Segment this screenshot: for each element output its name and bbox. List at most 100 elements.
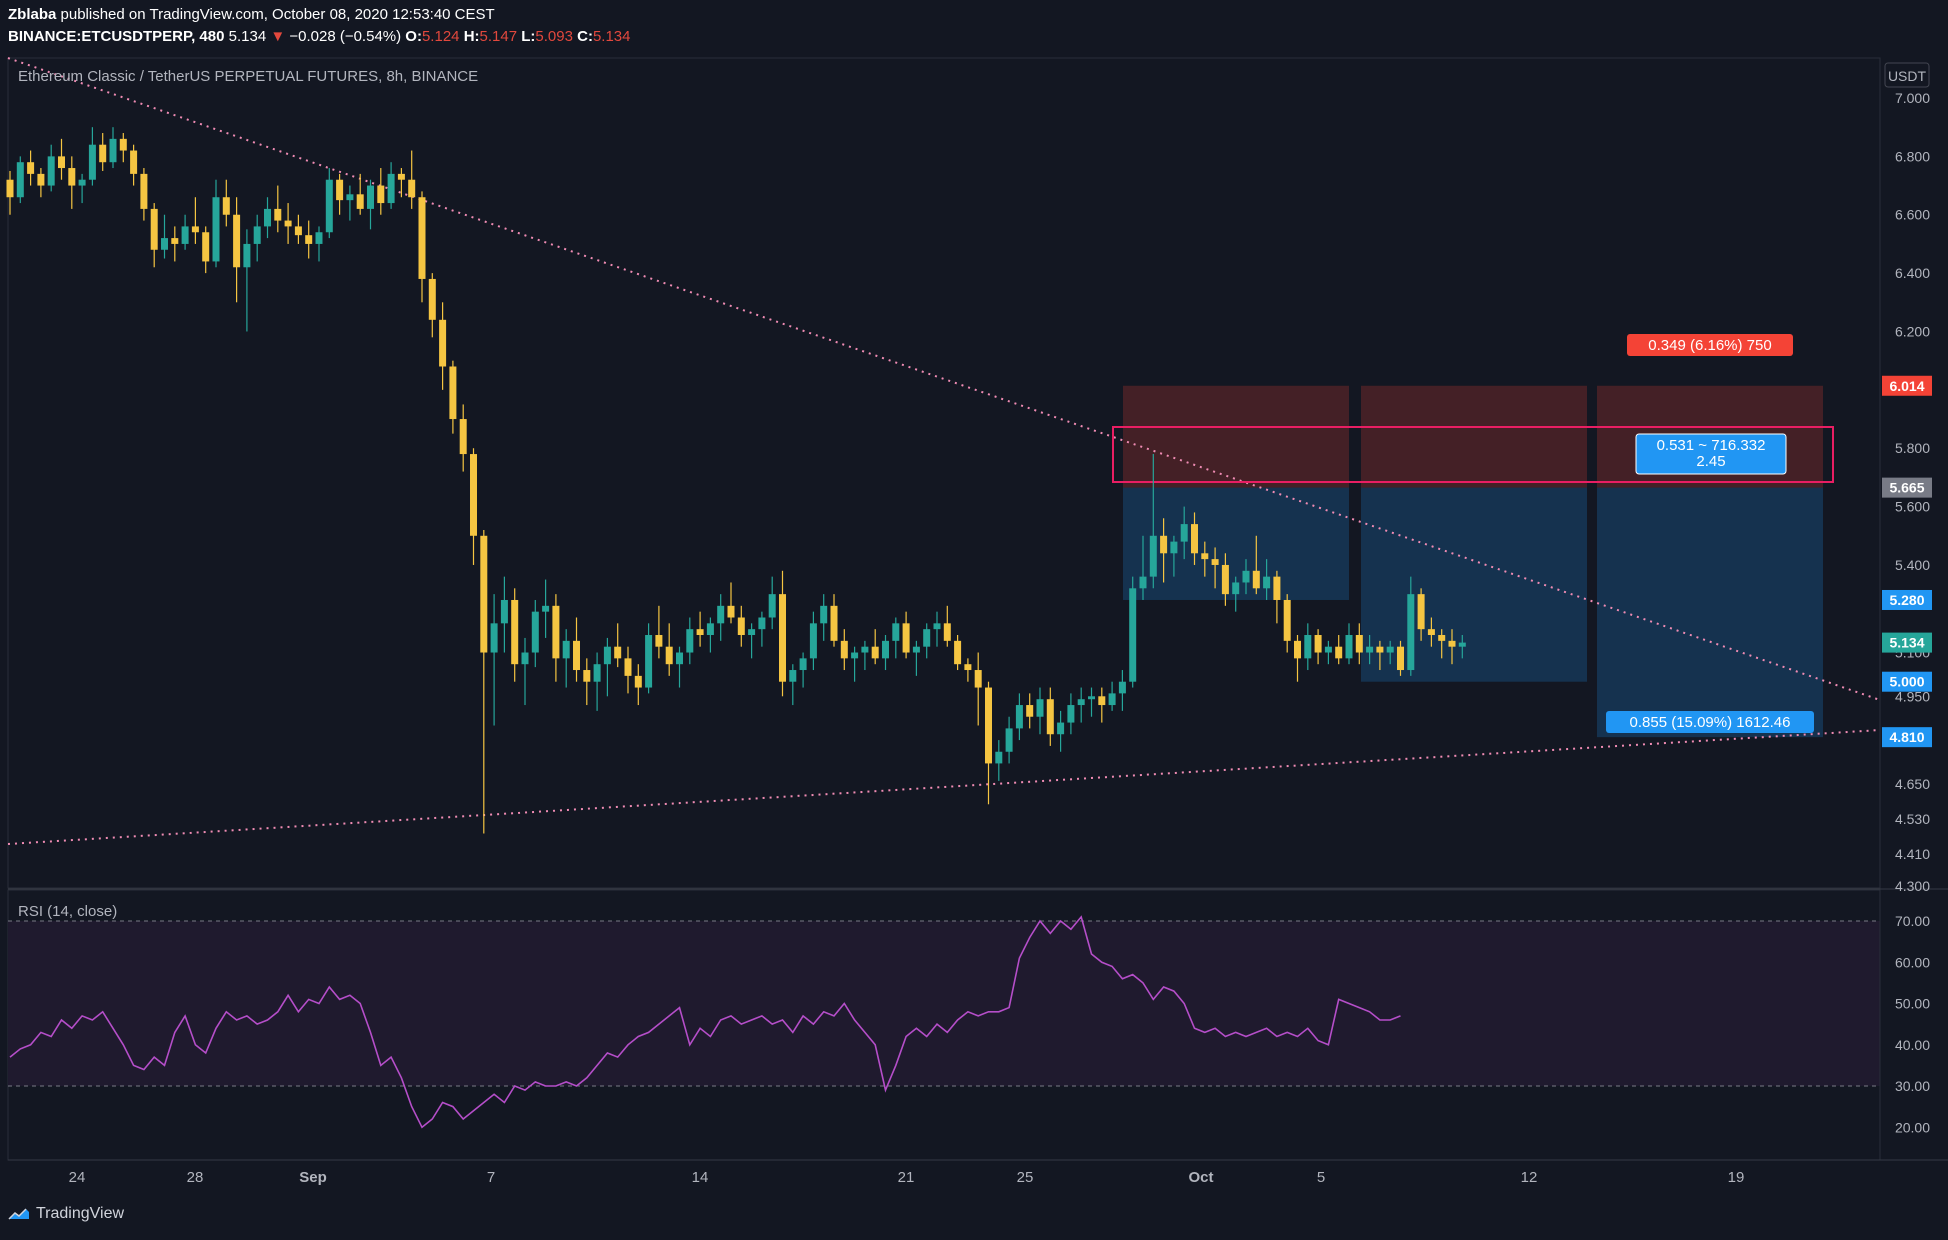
descending-trend-line[interactable] [7,57,1881,701]
candle-body [531,611,539,653]
price-change: −0.028 (−0.54%) [289,28,402,45]
axis-price-label-bg [1882,589,1932,610]
candle [1221,553,1229,606]
stop-zone [1123,385,1349,488]
symbol-resolution[interactable]: BINANCE:ETCUSDTPERP, 480 [8,28,225,45]
candle-body [191,226,199,233]
target-zone [1597,487,1823,738]
ascending-trend-line[interactable] [7,729,1881,845]
candle [882,635,889,671]
candle-body [943,623,951,641]
time-tick: 7 [487,1169,495,1186]
candle [367,179,374,230]
candle-body [809,623,817,659]
change-arrow-icon: ▼ [270,28,286,45]
candle [1036,687,1044,735]
currency-box[interactable] [1884,62,1930,88]
low-value: 5.093 [535,28,573,45]
candle-body [1180,524,1188,542]
candle-body [892,623,900,641]
candle-body [346,194,354,201]
candle [943,605,951,647]
price-tick: 5.600 [1895,499,1930,515]
candle [861,640,869,671]
target-zone [1361,487,1587,682]
price-tick: 5.400 [1895,557,1930,573]
candle [1160,518,1168,583]
candle-body [583,670,591,682]
candle [1448,629,1456,665]
footer-brand[interactable]: TradingView [36,1205,125,1222]
axis-price-label-text: 5.665 [1889,480,1924,496]
candle-body [737,617,745,636]
rsi-line [9,915,1401,1129]
candle [603,637,611,697]
candle-body [428,278,436,320]
candle [1283,594,1291,653]
axis-price-label-text: 6.014 [1889,378,1924,394]
candle [202,226,210,274]
publish-line: Zblaba published on TradingView.com, Oct… [8,6,495,23]
candle [933,611,941,647]
candle-body [305,235,313,244]
candle [397,168,405,198]
rsi-tick: 70.00 [1895,913,1930,929]
author-name[interactable]: Zblaba [8,6,57,23]
candle-body [1427,629,1435,636]
candle-body [439,319,447,367]
candle-body [902,623,910,653]
candle-body [243,243,251,268]
candle [1180,506,1188,560]
candle-body [573,640,580,671]
candle-body [552,605,560,659]
candle [1046,687,1054,746]
candle-body [789,670,797,682]
candle-body [377,185,385,204]
candle [1386,640,1394,665]
stop-label: 0.349 (6.16%) 750 [1627,334,1793,356]
candle-body [315,232,323,244]
indicator-title[interactable]: RSI (14, close) [18,903,117,920]
rsi-tick: 30.00 [1895,1078,1930,1094]
candle-body [212,197,220,262]
time-axis[interactable]: 24 28 Sep 7 14 21 25 Oct 5 12 19 [69,1169,1745,1186]
candle [912,640,920,676]
candle-body [27,162,35,174]
axis-price-label: 5.665 [1882,477,1932,498]
candle-body [614,646,622,659]
candle-body [768,594,776,618]
candle [851,646,859,682]
candle [408,150,416,209]
candle-body [1417,594,1425,630]
candle-body [418,197,426,279]
candle [748,623,756,659]
candle [37,168,45,198]
candle [305,220,313,259]
price-labels: 6.014 5.665 5.280 5.134 5.000 4.810 [1882,375,1932,748]
candle [140,168,148,221]
candle [624,646,632,694]
candle [758,611,766,647]
candle-body [1067,705,1075,723]
candle-body [367,185,374,209]
candle [1211,547,1219,589]
candle [634,664,642,706]
candle-body [706,623,714,636]
candle-body [119,138,127,151]
axis-price-label-bg [1882,727,1932,748]
candle [346,185,354,221]
candle-body [459,419,467,455]
entry-zone-rectangle[interactable] [1112,426,1834,483]
axis-price-label-text: 5.280 [1889,592,1924,608]
candle [191,197,199,244]
axis-price-label-bg [1882,632,1932,653]
candle-body [130,150,138,174]
candle-body [470,454,477,536]
candle [1015,693,1023,741]
candle [1005,716,1013,764]
candle-body [1057,722,1065,735]
candle-body [233,214,241,268]
rsi-axis[interactable]: 70.00 60.00 50.00 40.00 30.00 20.00 [1895,913,1930,1135]
candle [212,179,220,268]
candle [233,197,241,303]
